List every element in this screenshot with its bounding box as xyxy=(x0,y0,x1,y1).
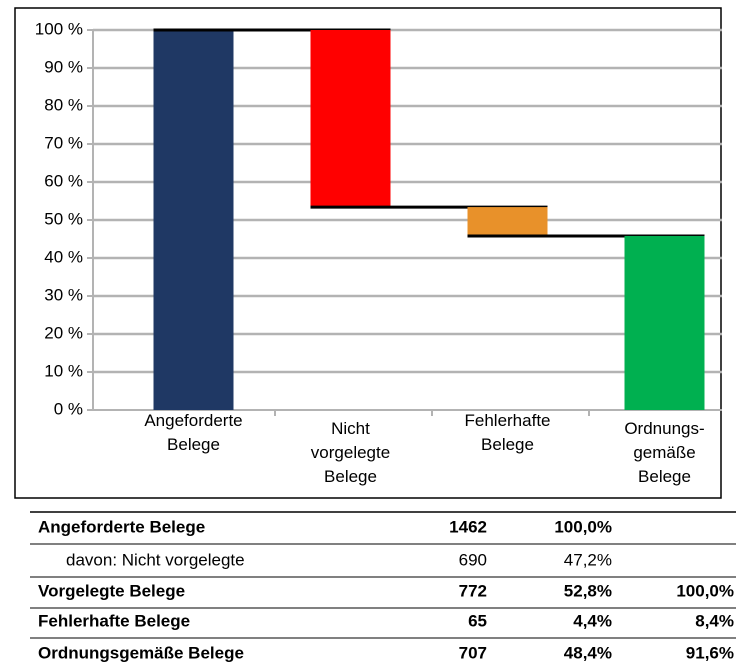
y-tick-label: 0 % xyxy=(54,399,83,418)
y-tick-label: 90 % xyxy=(44,57,83,76)
cell: 707 xyxy=(459,643,487,662)
cell: 65 xyxy=(468,611,487,630)
bar xyxy=(153,30,234,410)
row-label: Fehlerhafte Belege xyxy=(38,611,190,630)
bar xyxy=(467,207,548,236)
cell: 8,4% xyxy=(695,611,734,630)
y-tick-label: 80 % xyxy=(44,95,83,114)
chart-frame xyxy=(14,7,722,499)
bar xyxy=(624,235,705,410)
row-label: Vorgelegte Belege xyxy=(38,581,185,600)
y-tick-label: 10 % xyxy=(44,361,83,380)
cell: 100,0% xyxy=(554,517,612,536)
cell: 48,4% xyxy=(564,643,612,662)
cell: 772 xyxy=(459,581,487,600)
cell: 4,4% xyxy=(573,611,612,630)
y-tick-label: 20 % xyxy=(44,323,83,342)
y-tick-label: 30 % xyxy=(44,285,83,304)
x-tick-label: Ordnungs-gemäße Belege xyxy=(624,419,704,486)
cell: 52,8% xyxy=(564,581,612,600)
row-label: Angeforderte Belege xyxy=(38,517,205,536)
row-label: davon: Nicht vorgelegte xyxy=(66,550,245,569)
cell: 1462 xyxy=(449,517,487,536)
cell: 47,2% xyxy=(564,550,612,569)
cell: 690 xyxy=(459,550,487,569)
y-tick-label: 70 % xyxy=(44,133,83,152)
y-tick-label: 50 % xyxy=(44,209,83,228)
y-tick-label: 100 % xyxy=(35,19,83,38)
cell: 100,0% xyxy=(676,581,734,600)
y-tick-label: 60 % xyxy=(44,171,83,190)
row-label: Ordnungsgemäße Belege xyxy=(38,643,244,662)
x-tick-label: Fehlerhafte Belege xyxy=(465,411,551,454)
y-tick-label: 40 % xyxy=(44,247,83,266)
x-tick-label: Angeforderte Belege xyxy=(144,411,242,454)
cell: 91,6% xyxy=(686,643,734,662)
x-tick-label: Nicht vorgelegte Belege xyxy=(311,419,390,486)
bar xyxy=(310,30,391,208)
